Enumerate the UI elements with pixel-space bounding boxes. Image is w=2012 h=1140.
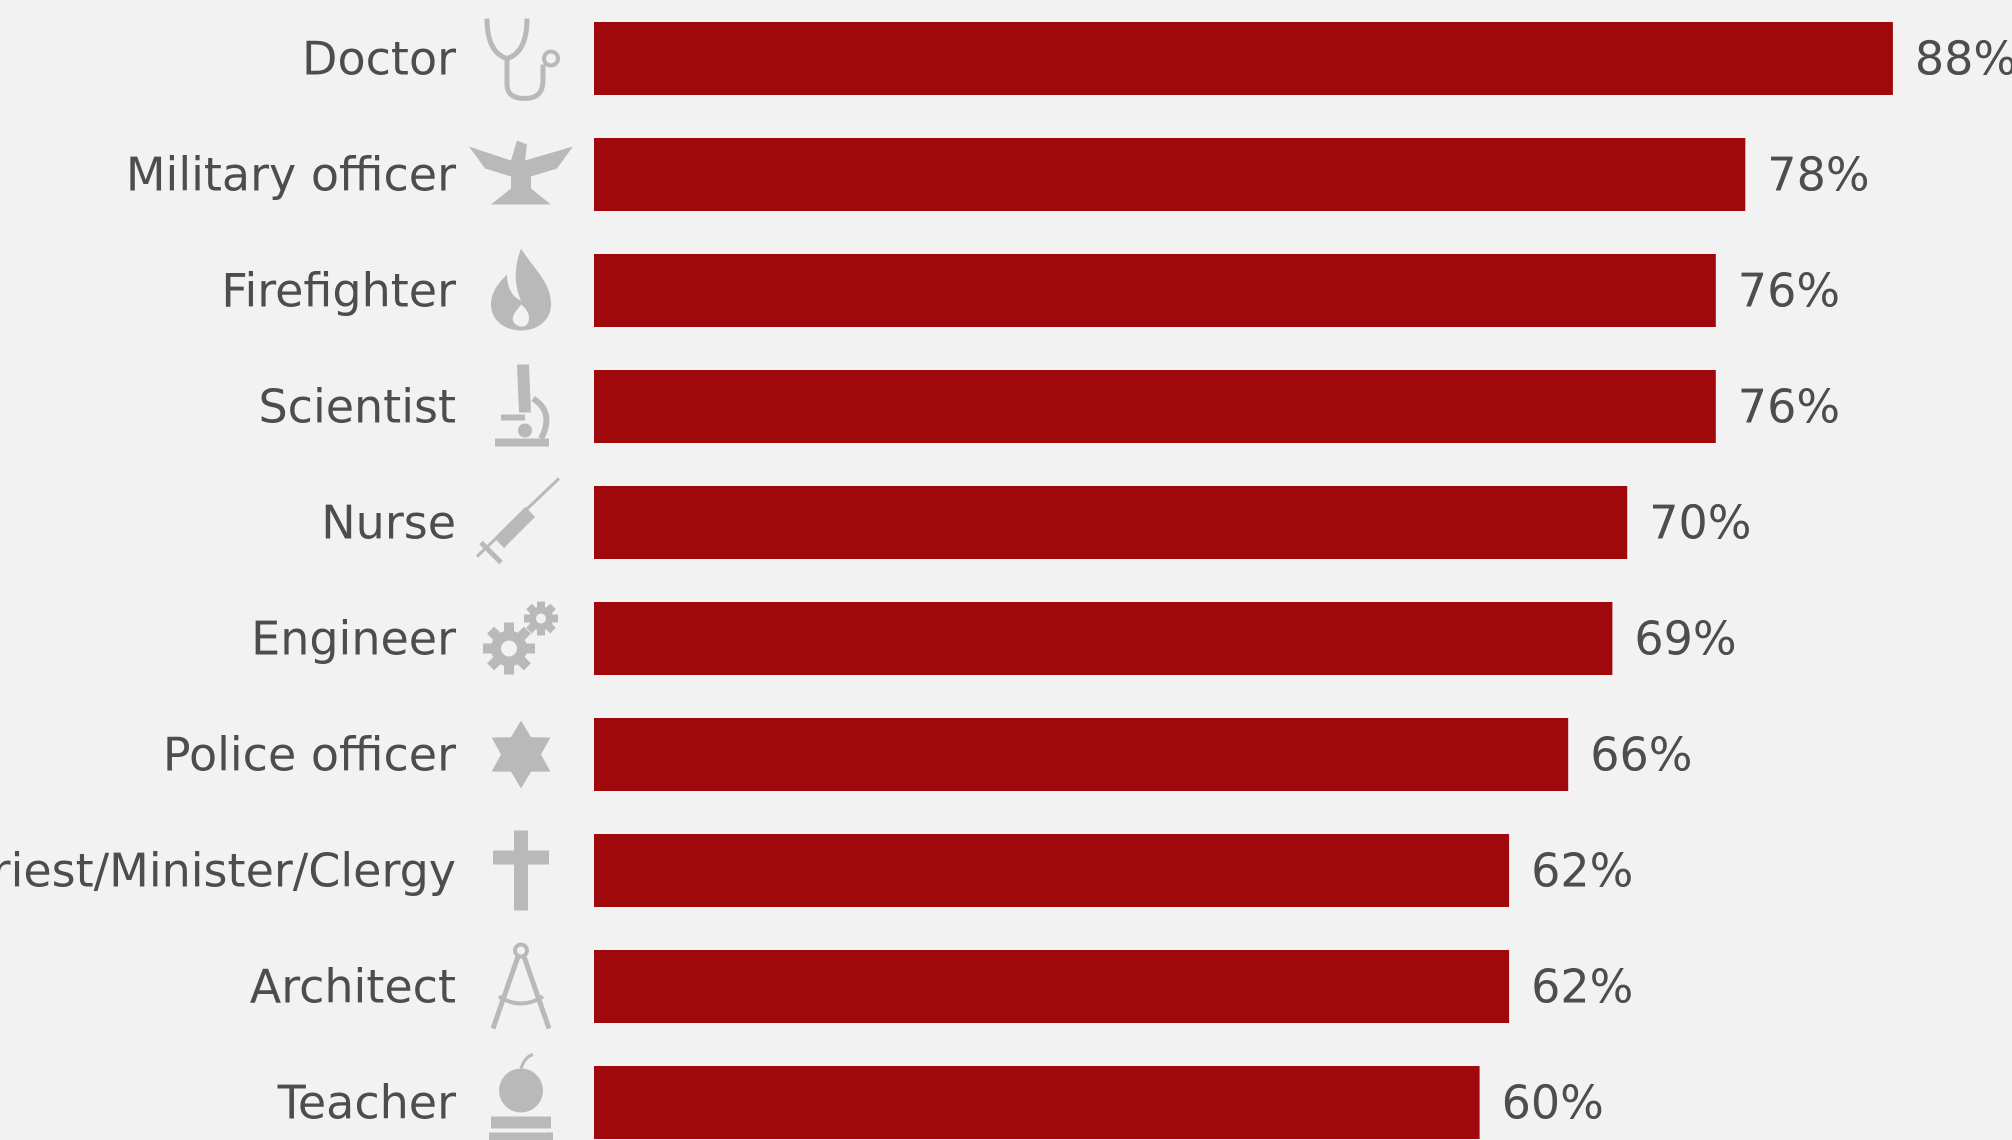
bar (594, 834, 1510, 907)
category-label: Doctor (302, 32, 456, 86)
bar (594, 254, 1716, 327)
category-label: Military officer (126, 148, 456, 202)
value-label: 76% (1738, 264, 1840, 318)
cross-icon (493, 830, 549, 911)
labels-layer: Doctor 88% Military officer 78% Firefighter 7… (0, 32, 2012, 1130)
value-label: 88% (1915, 32, 2012, 86)
value-label: 60% (1502, 1076, 1604, 1130)
bar (594, 486, 1628, 559)
category-label: Firefighter (221, 264, 456, 318)
value-label: 78% (1767, 148, 1869, 202)
category-label: Priest/Minister/Clergy (0, 844, 456, 898)
value-label: 69% (1634, 612, 1736, 666)
value-label: 76% (1738, 380, 1840, 434)
icons-layer (469, 18, 573, 1140)
bar (594, 718, 1569, 791)
bar (594, 370, 1716, 443)
value-label: 62% (1531, 844, 1633, 898)
category-label: Nurse (321, 496, 456, 550)
category-label: Architect (250, 960, 456, 1014)
category-label: Teacher (277, 1076, 457, 1130)
syringe-icon (475, 477, 561, 565)
bar (594, 22, 1893, 95)
category-label: Engineer (251, 612, 456, 666)
stethoscope-icon (484, 18, 560, 102)
bar (594, 1066, 1480, 1139)
gears-icon (483, 601, 558, 675)
bar (594, 950, 1510, 1023)
flame-icon (491, 248, 551, 331)
category-label: Scientist (258, 380, 456, 434)
value-label: 66% (1590, 728, 1692, 782)
bars-layer (594, 22, 1893, 1139)
apple-books-icon (489, 1053, 553, 1140)
sheriff-star-icon (491, 720, 551, 789)
value-label: 70% (1649, 496, 1751, 550)
microscope-icon (495, 364, 550, 447)
bar (594, 138, 1746, 211)
compass-icon (490, 942, 552, 1030)
bar (594, 602, 1613, 675)
category-label: Police officer (163, 728, 456, 782)
value-label: 62% (1531, 960, 1633, 1014)
eagle-icon (469, 140, 573, 205)
